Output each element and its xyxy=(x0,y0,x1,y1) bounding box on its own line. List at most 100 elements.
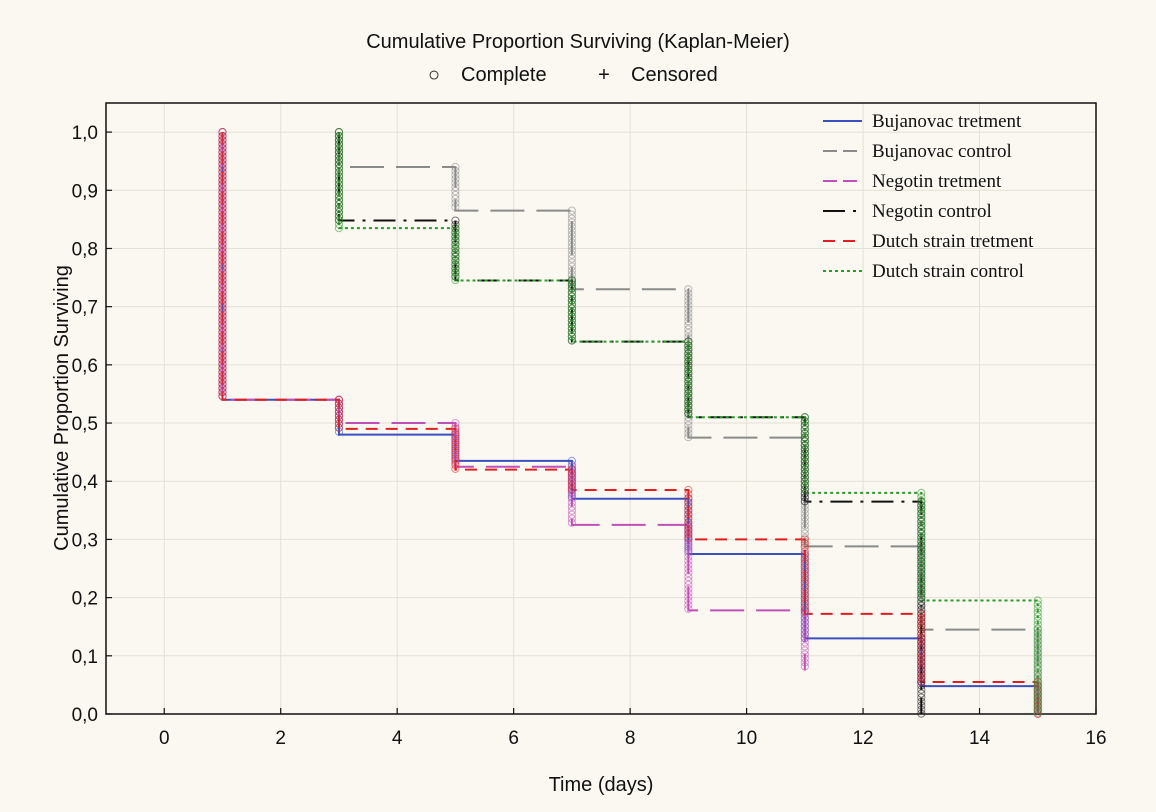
complete-marker xyxy=(218,171,227,181)
complete-marker xyxy=(917,617,926,627)
complete-marker xyxy=(800,493,809,502)
complete-marker xyxy=(684,596,693,605)
complete-marker xyxy=(917,588,926,597)
x-tick-label: 2 xyxy=(275,728,286,749)
complete-marker xyxy=(1033,608,1042,617)
complete-marker xyxy=(218,139,227,149)
complete-marker xyxy=(800,579,809,588)
complete-marker xyxy=(334,403,344,412)
complete-marker xyxy=(800,461,809,470)
complete-marker xyxy=(567,518,576,527)
complete-marker xyxy=(917,665,926,675)
complete-marker xyxy=(567,210,576,219)
complete-marker xyxy=(567,254,576,263)
complete-marker xyxy=(567,284,576,293)
complete-marker xyxy=(218,131,227,141)
complete-marker xyxy=(451,428,460,437)
y-tick-label: 0,8 xyxy=(72,239,98,260)
complete-marker xyxy=(917,629,926,639)
complete-marker xyxy=(218,311,227,321)
complete-marker xyxy=(567,473,576,482)
complete-marker xyxy=(917,556,926,565)
complete-marker xyxy=(684,604,693,613)
complete-marker xyxy=(218,195,227,205)
complete-marker xyxy=(451,418,460,428)
complete-marker xyxy=(218,199,227,209)
complete-marker xyxy=(451,232,460,241)
complete-marker xyxy=(1033,684,1042,693)
complete-marker xyxy=(451,460,460,469)
y-tick-label: 0,1 xyxy=(72,647,98,668)
complete-marker xyxy=(451,264,460,273)
complete-marker xyxy=(684,421,693,430)
complete-marker xyxy=(800,417,809,426)
complete-marker xyxy=(684,309,693,318)
complete-marker xyxy=(684,485,693,495)
complete-marker xyxy=(800,603,809,612)
complete-marker xyxy=(567,477,576,486)
complete-marker xyxy=(334,215,344,225)
complete-marker xyxy=(218,331,227,341)
complete-marker xyxy=(567,242,576,251)
complete-marker xyxy=(218,347,227,357)
complete-marker xyxy=(917,669,926,679)
complete-marker xyxy=(334,163,344,173)
complete-marker xyxy=(218,251,227,261)
complete-marker xyxy=(684,313,693,322)
complete-marker xyxy=(567,316,576,325)
complete-marker xyxy=(917,601,926,610)
complete-marker xyxy=(684,285,693,294)
complete-marker xyxy=(334,179,344,189)
complete-marker xyxy=(800,449,809,458)
complete-marker xyxy=(334,407,344,416)
complete-marker xyxy=(567,250,576,259)
complete-marker xyxy=(218,259,227,269)
complete-marker xyxy=(218,383,227,393)
complete-marker xyxy=(800,453,809,462)
complete-marker xyxy=(684,389,693,398)
complete-marker xyxy=(334,147,344,157)
complete-marker xyxy=(800,583,809,592)
y-tick-label: 0,7 xyxy=(72,298,98,319)
complete-marker xyxy=(334,423,344,432)
complete-marker xyxy=(800,501,809,510)
complete-marker xyxy=(917,500,926,509)
complete-marker xyxy=(800,513,809,522)
complete-marker xyxy=(567,270,576,279)
complete-marker xyxy=(218,271,227,281)
legend-label: Bujanovac control xyxy=(872,141,1012,162)
complete-marker xyxy=(684,337,693,346)
complete-marker xyxy=(334,151,344,161)
complete-marker xyxy=(684,333,693,342)
complete-marker xyxy=(218,291,227,301)
complete-marker xyxy=(917,496,926,505)
complete-marker xyxy=(334,419,344,428)
complete-marker xyxy=(684,576,693,585)
complete-marker xyxy=(684,325,693,334)
x-tick-label: 6 xyxy=(508,728,519,749)
y-tick-label: 0,2 xyxy=(72,589,98,610)
complete-marker xyxy=(567,485,576,494)
complete-marker xyxy=(684,341,693,350)
complete-marker xyxy=(567,292,576,301)
complete-marker xyxy=(684,552,693,561)
complete-marker xyxy=(218,135,227,145)
complete-marker xyxy=(800,421,809,430)
complete-marker xyxy=(684,393,693,402)
legend-label: Negotin control xyxy=(872,201,992,222)
complete-marker xyxy=(451,276,460,285)
complete-marker xyxy=(800,489,809,498)
complete-marker xyxy=(800,485,809,494)
complete-marker xyxy=(567,300,576,309)
complete-marker xyxy=(218,359,227,369)
complete-marker xyxy=(684,433,693,442)
complete-marker xyxy=(218,231,227,241)
complete-marker xyxy=(451,236,460,245)
complete-marker xyxy=(218,323,227,333)
complete-marker xyxy=(218,335,227,345)
complete-marker xyxy=(567,332,576,341)
complete-marker xyxy=(800,425,809,434)
complete-marker xyxy=(451,256,460,265)
y-tick-label: 1,0 xyxy=(72,123,98,144)
complete-marker xyxy=(451,440,460,449)
